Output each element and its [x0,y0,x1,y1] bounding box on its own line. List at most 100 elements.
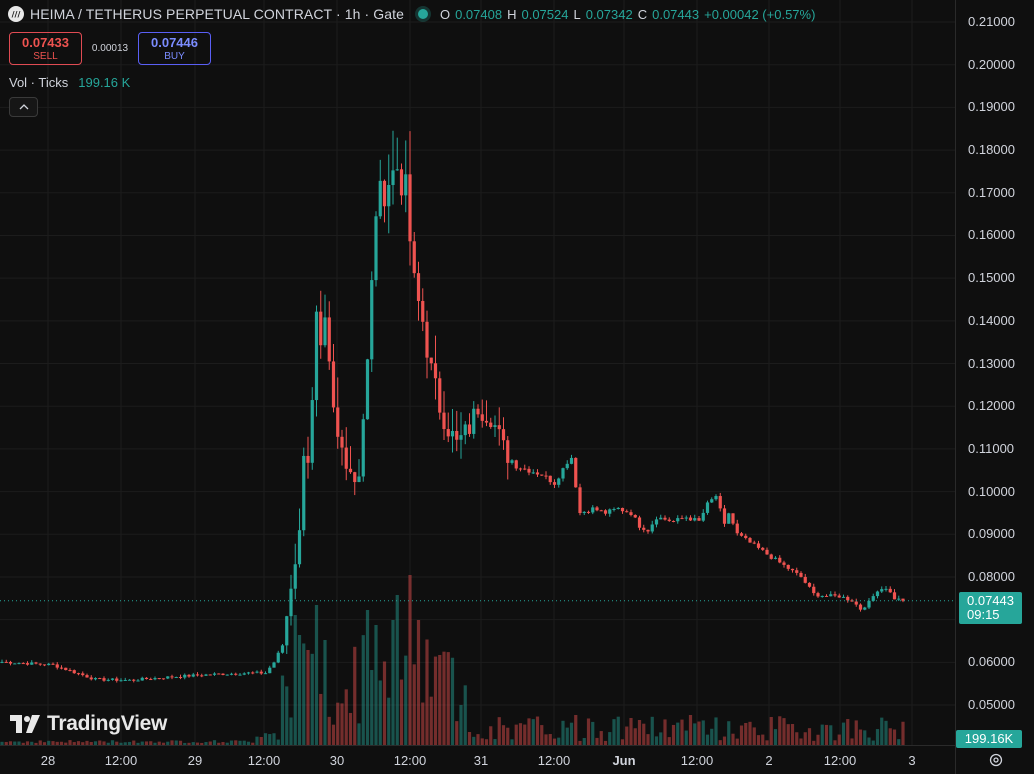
volume-bar [166,741,170,745]
volume-bar [697,721,701,745]
candle-body [714,496,718,500]
volume-bar [106,742,110,745]
volume-bar [654,736,659,745]
volume-bar [684,730,688,745]
candle-body [110,678,115,680]
candle-body [8,661,13,664]
price-tick-label: 0.18000 [968,142,1015,158]
volume-bar [459,705,463,745]
volume-bar [561,720,565,745]
buy-button[interactable]: 0.07446 BUY [138,32,211,65]
candle-body [476,408,480,415]
candle-body [523,468,527,470]
volume-bar [871,740,875,745]
volume-bar [557,737,561,745]
volume-bar [718,740,722,745]
watermark-text: TradingView [47,712,168,735]
candle-body [756,543,761,548]
volume-bar [81,742,85,745]
candle-body [404,174,408,196]
volume-bar [748,721,752,745]
price-tick-label: 0.10000 [968,483,1015,499]
volume-bar [144,741,149,745]
volume-bar [361,635,365,745]
candle-body [616,507,620,510]
volume-bar [875,729,880,745]
volume-bar [64,742,68,745]
exchange-logo-icon: /// [8,6,24,22]
volume-bar [501,725,506,745]
candle-body [246,672,251,674]
ohlc-readout: O 0.07408 H 0.07524 L 0.07342 C 0.07443 +0.0… [440,7,815,22]
candle-body [102,678,106,681]
candle-body [807,582,812,587]
volume-bar [246,741,251,745]
candle-body [55,664,59,668]
candle-body [323,317,327,346]
collapse-legend-button[interactable] [9,97,38,117]
tradingview-logo-icon [10,715,40,733]
candle-body [497,425,501,430]
candle-body [438,378,442,413]
candle-body [880,589,884,592]
time-tick-label: 12:00 [247,753,281,768]
volume-bar [625,726,629,745]
volume-bar [769,716,773,745]
candle-body [306,455,310,463]
candle-body [552,482,557,485]
volume-bar [548,734,552,745]
candle-body [761,547,765,550]
volume-bar [663,719,667,745]
candle-body [693,518,697,521]
candle-body [255,671,259,673]
sell-button[interactable]: 0.07433 SELL [9,32,82,65]
volume-bar [204,742,208,745]
candle-body [272,662,276,668]
volume-bar [280,675,285,745]
price-tick-label: 0.11000 [968,440,1015,456]
volume-bar [47,740,51,745]
volume-legend[interactable]: Vol · Ticks 199.16 K [9,75,130,90]
volume-bar [234,740,238,745]
volume-bar [637,720,642,745]
volume-bar [735,738,739,745]
candle-body [106,679,110,681]
candle-body [395,169,399,171]
chart-settings-icon[interactable] [987,751,1005,769]
volume-bar [837,734,841,745]
price-tick-label: 0.09000 [968,526,1015,542]
candle-body [378,180,382,217]
candle-body [136,680,140,682]
buy-price: 0.07446 [151,34,198,50]
volume-bar [442,651,446,745]
candle-body [527,468,531,473]
candle-body [472,408,476,434]
volume-bar [523,724,527,745]
volume-bar [387,697,391,745]
candle-body [374,216,378,281]
candle-body [688,517,693,521]
volume-bar [4,741,8,745]
volume-bar [21,742,25,745]
volume-bar [476,734,480,745]
volume-bar [327,716,331,745]
volume-bar [263,733,268,745]
volume-bar [157,741,161,745]
volume-bar [756,735,761,745]
time-tick-label: 29 [187,753,203,768]
candle-body [752,542,756,544]
volume-bar [314,605,319,745]
candle-body [132,679,136,681]
volume-bar [310,653,314,745]
volume-bar [518,723,523,745]
volume-bar [25,741,30,745]
volume-bar [348,712,353,745]
volume-bar [540,725,544,745]
candle-body [557,478,561,485]
symbol-title[interactable]: HEIMA / TETHERUS PERPETUAL CONTRACT · 1h… [30,6,404,22]
price-tick-label: 0.14000 [968,312,1015,328]
candle-body [816,593,820,597]
volume-bar [285,686,289,745]
volume-bar [884,720,888,745]
